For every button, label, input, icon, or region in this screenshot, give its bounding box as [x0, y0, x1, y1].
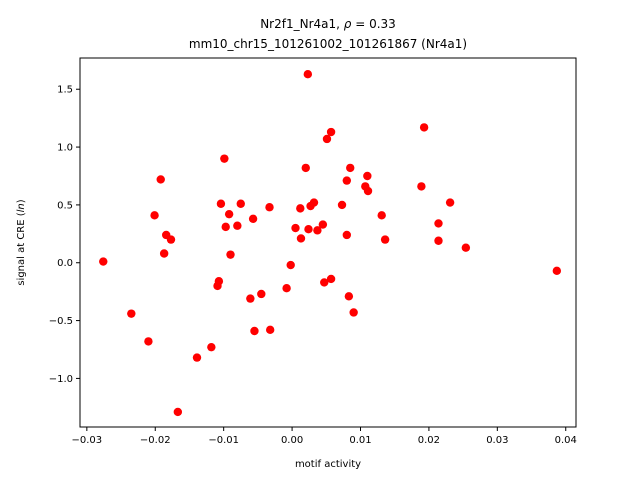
data-point-20: [246, 294, 255, 303]
data-point-59: [552, 266, 562, 276]
data-point-2: [144, 337, 153, 346]
data-point-57: [445, 198, 455, 207]
data-point-50: [363, 186, 373, 196]
x-tick-label-7: 0.04: [555, 435, 577, 446]
data-point-1: [127, 309, 136, 318]
data-point-0: [99, 257, 108, 266]
y-axis: −1.0 −0.5 0.0 0.5 1.0 1.5: [49, 85, 80, 385]
x-tick-label-5: 0.02: [418, 435, 440, 446]
data-point-32: [303, 69, 313, 79]
data-point-10: [207, 342, 216, 352]
y-tick-label-4: 1.0: [57, 143, 73, 154]
data-point-25: [265, 325, 275, 335]
data-point-18: [233, 221, 242, 230]
data-points: [99, 69, 562, 417]
y-tick-label-5: 1.5: [57, 85, 73, 96]
x-tick-label-6: 0.03: [486, 435, 508, 446]
data-point-56: [434, 236, 443, 245]
x-axis: −0.03 −0.02 −0.01 0.00 0.01 0.02 0.03 0.04: [72, 427, 577, 446]
data-point-40: [326, 127, 336, 137]
data-point-51: [377, 211, 386, 220]
data-point-52: [380, 235, 390, 244]
data-point-15: [221, 222, 230, 232]
data-point-17: [226, 250, 235, 259]
data-point-5: [159, 249, 169, 258]
y-tick-label-1: −0.5: [49, 316, 73, 327]
data-point-44: [342, 230, 352, 240]
x-tick-label-1: −0.02: [140, 435, 171, 446]
data-point-38: [320, 278, 329, 287]
data-point-13: [216, 199, 226, 208]
data-point-43: [342, 176, 352, 185]
data-point-39: [322, 134, 332, 144]
y-tick-label-0: −1.0: [49, 374, 73, 385]
data-point-41: [326, 274, 336, 284]
x-tick-label-2: −0.01: [208, 435, 239, 446]
chart-title-rho-value: = 0.33: [351, 17, 395, 31]
data-point-53: [417, 182, 426, 191]
chart-title-prefix: Nr2f1_Nr4a1,: [260, 17, 344, 31]
data-point-16: [224, 209, 234, 219]
data-point-46: [346, 163, 355, 173]
data-point-23: [257, 289, 266, 299]
data-point-27: [286, 260, 295, 270]
data-point-19: [236, 199, 245, 208]
data-point-12: [214, 277, 224, 286]
data-point-4: [156, 175, 165, 184]
data-point-21: [248, 214, 258, 223]
chart-title-line1: Nr2f1_Nr4a1, ρ = 0.33: [260, 17, 396, 31]
data-point-22: [250, 326, 259, 336]
data-point-7: [166, 235, 176, 244]
data-point-14: [220, 154, 229, 163]
y-axis-label-italic: ln: [16, 203, 27, 212]
chart-title-rho-symbol: ρ: [344, 17, 352, 31]
data-point-42: [337, 200, 347, 210]
data-point-54: [419, 123, 429, 132]
data-point-55: [434, 219, 443, 228]
x-axis-label: motif activity: [295, 459, 361, 470]
data-point-35: [309, 198, 319, 207]
data-point-47: [349, 308, 358, 317]
plot-frame: [79, 57, 577, 428]
data-point-58: [461, 243, 471, 252]
y-axis-label: signal at CRE (ln): [16, 199, 27, 285]
y-axis-label-end: ): [16, 199, 27, 203]
data-point-45: [344, 292, 354, 301]
data-point-29: [296, 204, 305, 213]
data-point-36: [313, 226, 322, 235]
data-point-24: [265, 203, 274, 212]
data-point-28: [291, 223, 300, 233]
y-axis-label-main: signal at CRE (: [16, 212, 27, 285]
chart-title-line2: mm10_chr15_101261002_101261867 (Nr4a1): [189, 37, 467, 51]
data-point-31: [301, 163, 310, 173]
data-point-49: [363, 171, 372, 181]
y-tick-label-2: 0.0: [57, 258, 73, 269]
data-point-8: [173, 407, 183, 417]
data-point-33: [304, 225, 313, 234]
data-point-30: [296, 234, 306, 243]
x-tick-label-3: 0.00: [281, 435, 303, 446]
data-point-3: [150, 211, 159, 220]
x-tick-label-0: −0.03: [72, 435, 103, 446]
data-point-26: [282, 283, 291, 293]
data-point-37: [318, 220, 328, 229]
x-tick-label-4: 0.01: [349, 435, 371, 446]
y-tick-label-3: 0.5: [57, 200, 73, 211]
data-point-9: [192, 353, 202, 362]
